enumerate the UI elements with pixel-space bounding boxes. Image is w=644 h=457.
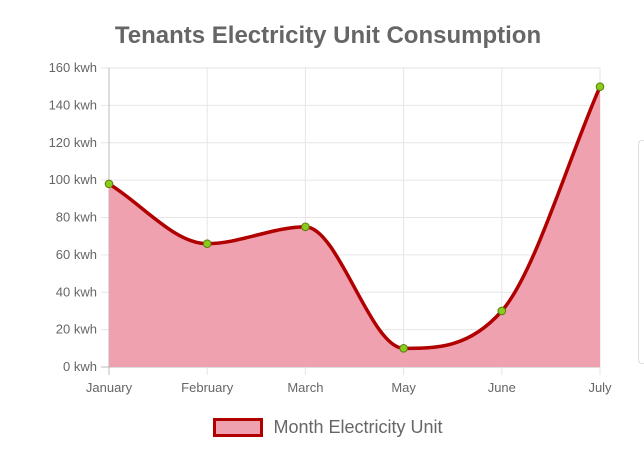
y-tick-label: 140 kwh — [49, 97, 97, 112]
x-tick-label: May — [391, 380, 416, 395]
data-point[interactable] — [595, 82, 605, 91]
y-tick-label: 80 kwh — [56, 210, 97, 225]
data-point[interactable] — [399, 344, 408, 353]
x-tick-label: February — [181, 380, 234, 395]
x-tick-label: July — [588, 380, 612, 395]
chart-title: Tenants Electricity Unit Consumption — [114, 22, 542, 49]
y-tick-label: 60 kwh — [56, 247, 97, 262]
series-area-fill — [109, 86, 600, 367]
series-line — [107, 84, 602, 351]
y-tick-label: 40 kwh — [56, 284, 97, 299]
data-point[interactable] — [301, 222, 310, 232]
side-panel-edge — [638, 140, 644, 364]
x-tick-label: January — [86, 380, 133, 395]
chart-legend[interactable]: Month Electricity Unit — [0, 414, 644, 440]
data-point[interactable] — [202, 239, 212, 248]
y-tick-label: 120 kwh — [49, 135, 97, 150]
legend-label: Month Electricity Unit — [273, 416, 443, 437]
y-tick-label: 100 kwh — [49, 172, 97, 187]
y-tick-label: 160 kwh — [49, 60, 97, 75]
data-point[interactable] — [104, 179, 114, 189]
x-tick-label: March — [287, 380, 323, 395]
y-tick-label: 20 kwh — [56, 322, 97, 337]
y-tick-label: 0 kwh — [63, 359, 97, 374]
x-tick-label: June — [488, 380, 516, 395]
legend-swatch — [213, 417, 264, 437]
data-point[interactable] — [497, 306, 507, 316]
